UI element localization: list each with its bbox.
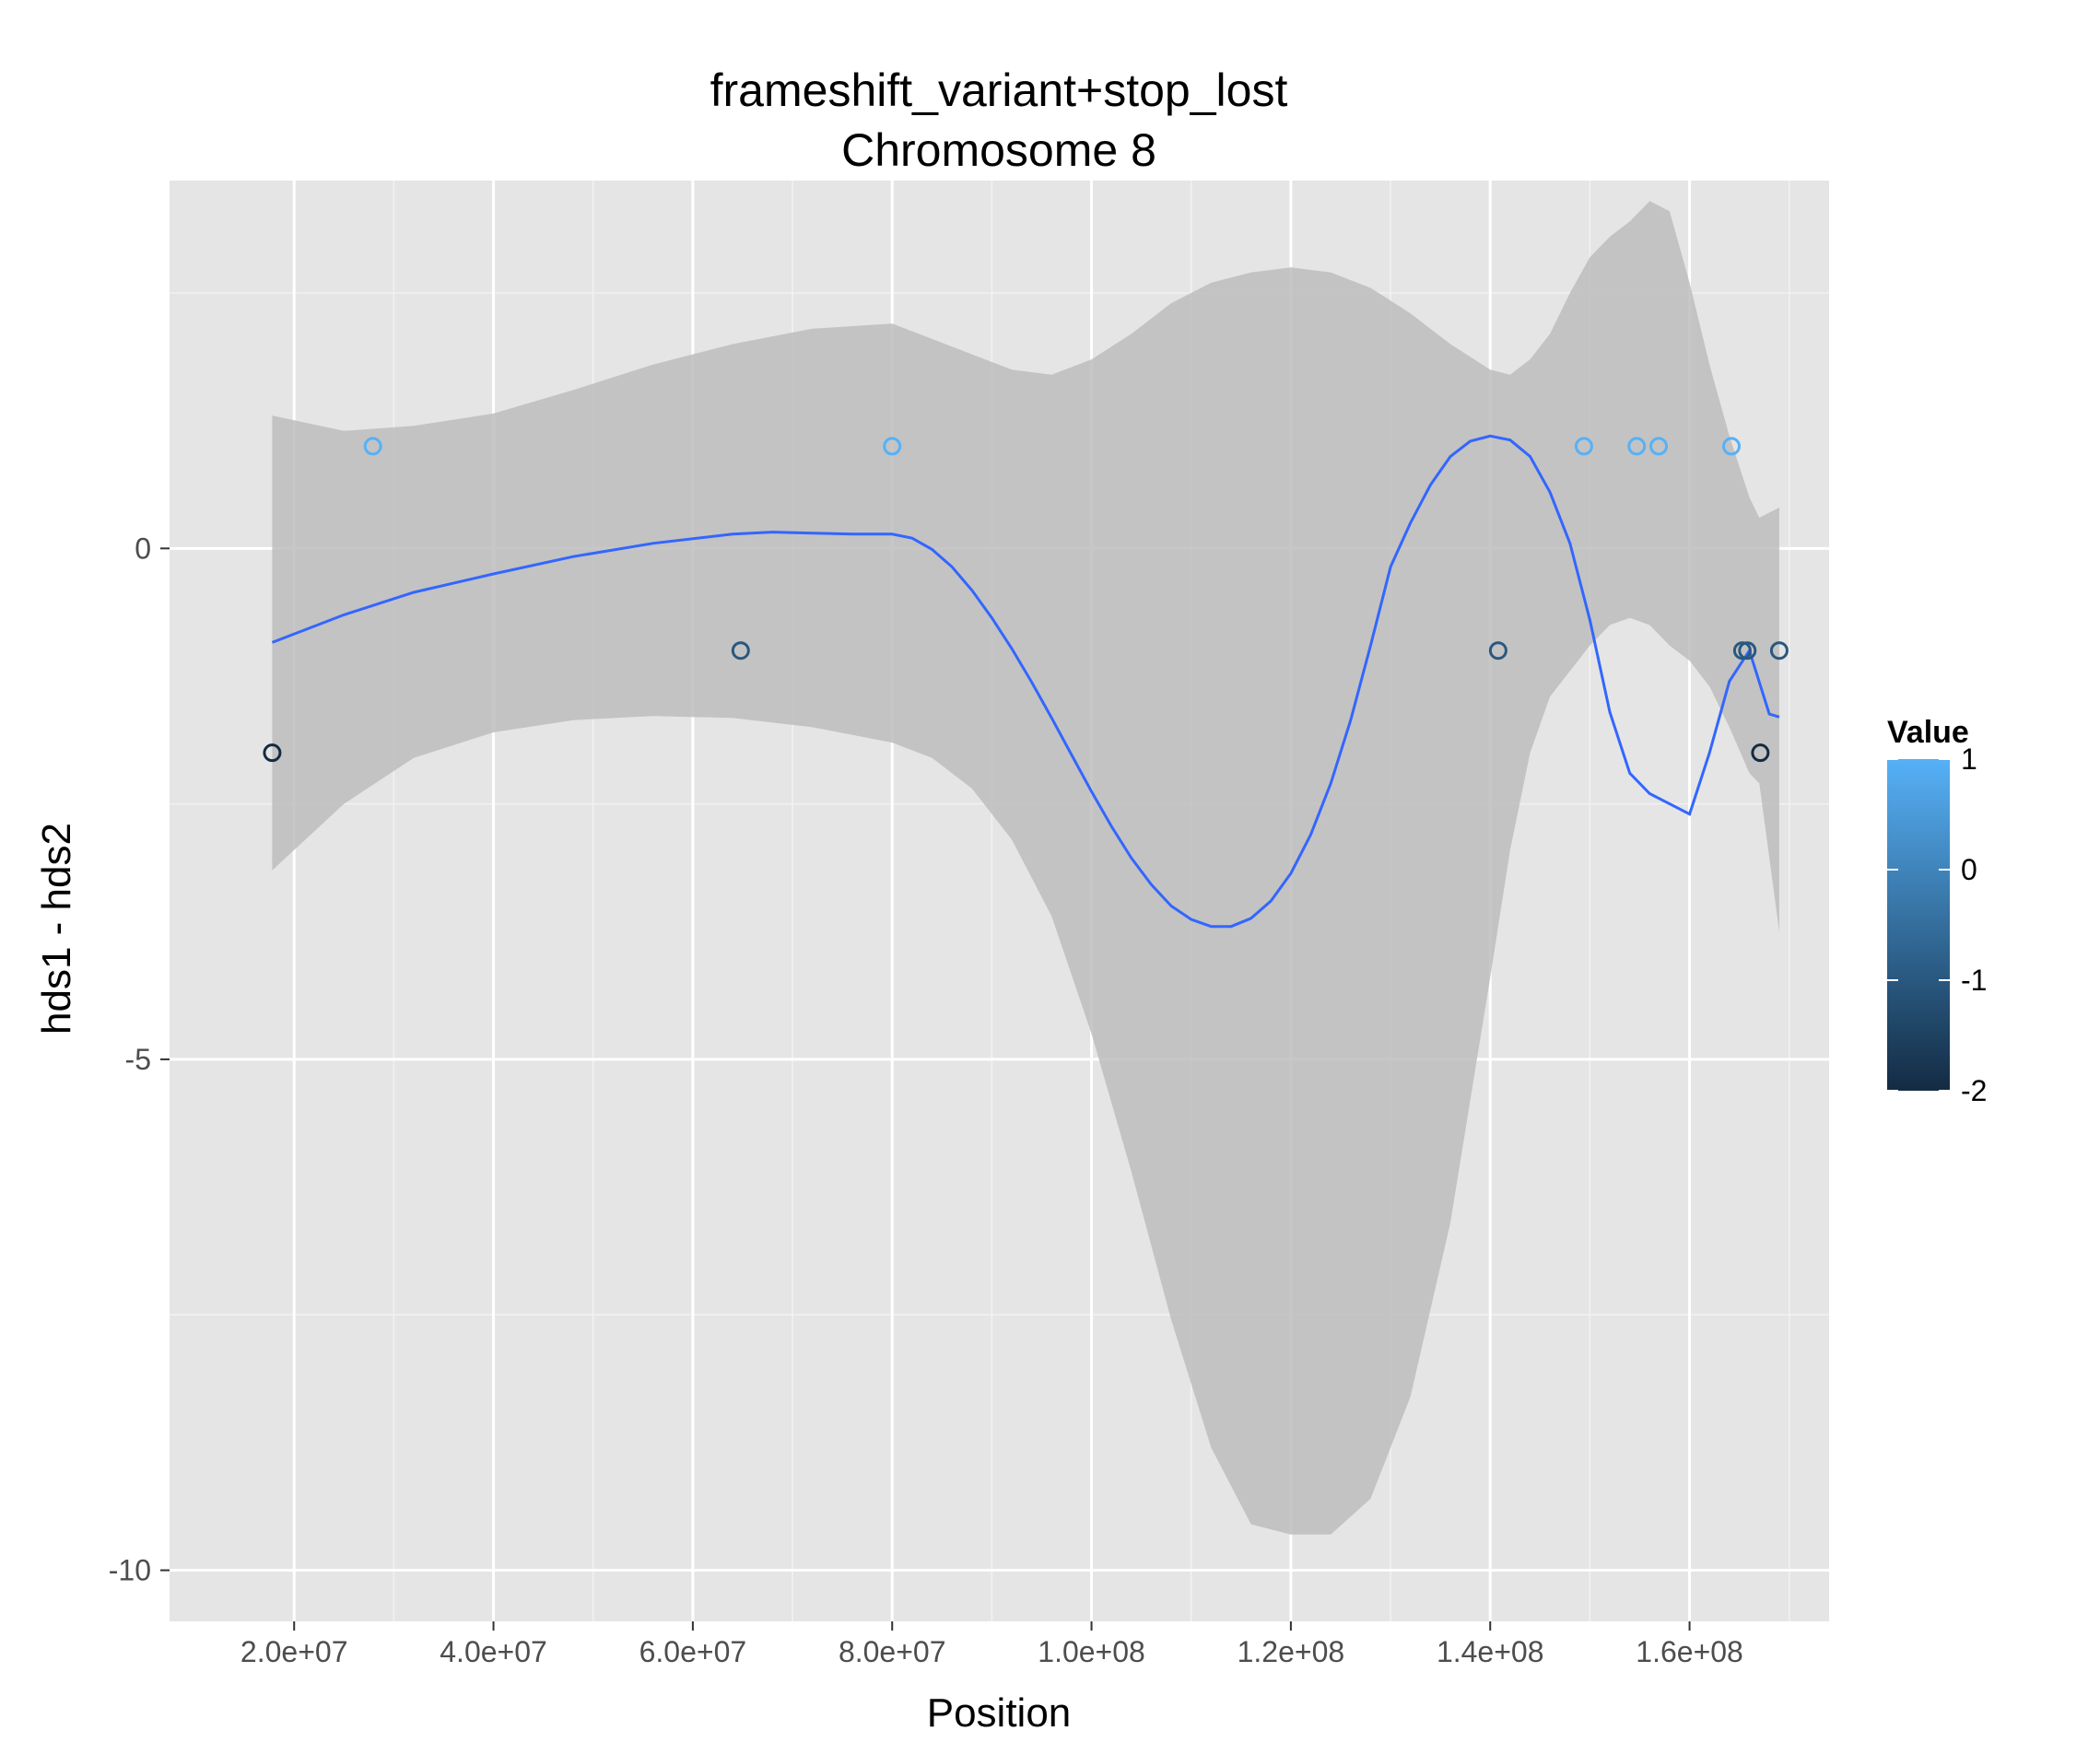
x-tick-label: 1.0e+08 <box>1038 1635 1145 1668</box>
points-layer <box>263 437 1789 763</box>
data-point <box>1721 437 1741 456</box>
data-point <box>1769 641 1789 661</box>
legend: Value 1 0 -1 -2 <box>1887 715 1987 1107</box>
x-tick-label: 4.0e+07 <box>440 1635 547 1668</box>
chart-subtitle: Chromosome 8 <box>841 124 1156 176</box>
data-point <box>363 437 382 456</box>
data-point <box>263 743 282 763</box>
x-tick-label: 2.0e+07 <box>241 1635 348 1668</box>
legend-break-label: 1 <box>1961 743 1977 776</box>
chart-title: frameshift_variant+stop_lost <box>710 64 1288 116</box>
confidence-band-layer <box>272 201 1779 1535</box>
data-point <box>1627 437 1647 456</box>
y-axis-title: hds1 - hds2 <box>34 823 79 1035</box>
smooth-line-layer <box>271 434 1780 929</box>
legend-title: Value <box>1887 715 1969 750</box>
legend-break-label: 0 <box>1961 853 1977 886</box>
legend-breaks: 1 0 -1 -2 <box>1887 743 1987 1107</box>
y-tick-label: -10 <box>109 1554 151 1587</box>
data-point <box>1732 641 1752 661</box>
data-point <box>883 437 902 456</box>
y-axis-ticks: 0 -5 -10 <box>109 532 170 1587</box>
x-tick-label: 8.0e+07 <box>839 1635 946 1668</box>
legend-colorbar <box>1887 759 1950 1091</box>
data-point <box>1574 437 1593 456</box>
x-tick-label: 1.2e+08 <box>1238 1635 1345 1668</box>
y-tick-label: 0 <box>135 532 151 565</box>
x-tick-label: 6.0e+07 <box>639 1635 747 1668</box>
data-point <box>1488 641 1508 661</box>
data-point <box>1751 743 1770 763</box>
x-tick-label: 1.6e+08 <box>1636 1635 1743 1668</box>
smooth-line <box>271 434 1780 929</box>
data-point <box>731 641 750 661</box>
data-point <box>1738 641 1757 661</box>
data-point <box>1649 437 1669 456</box>
x-axis-title: Position <box>927 1690 1072 1736</box>
confidence-band <box>272 201 1779 1535</box>
legend-break-label: -1 <box>1961 964 1987 997</box>
x-tick-label: 1.4e+08 <box>1437 1635 1544 1668</box>
legend-break-label: -2 <box>1961 1074 1987 1107</box>
x-axis-ticks: 2.0e+07 4.0e+07 6.0e+07 8.0e+07 1.0e+08 1.2e+… <box>241 1621 1743 1668</box>
y-tick-label: -5 <box>125 1043 151 1076</box>
